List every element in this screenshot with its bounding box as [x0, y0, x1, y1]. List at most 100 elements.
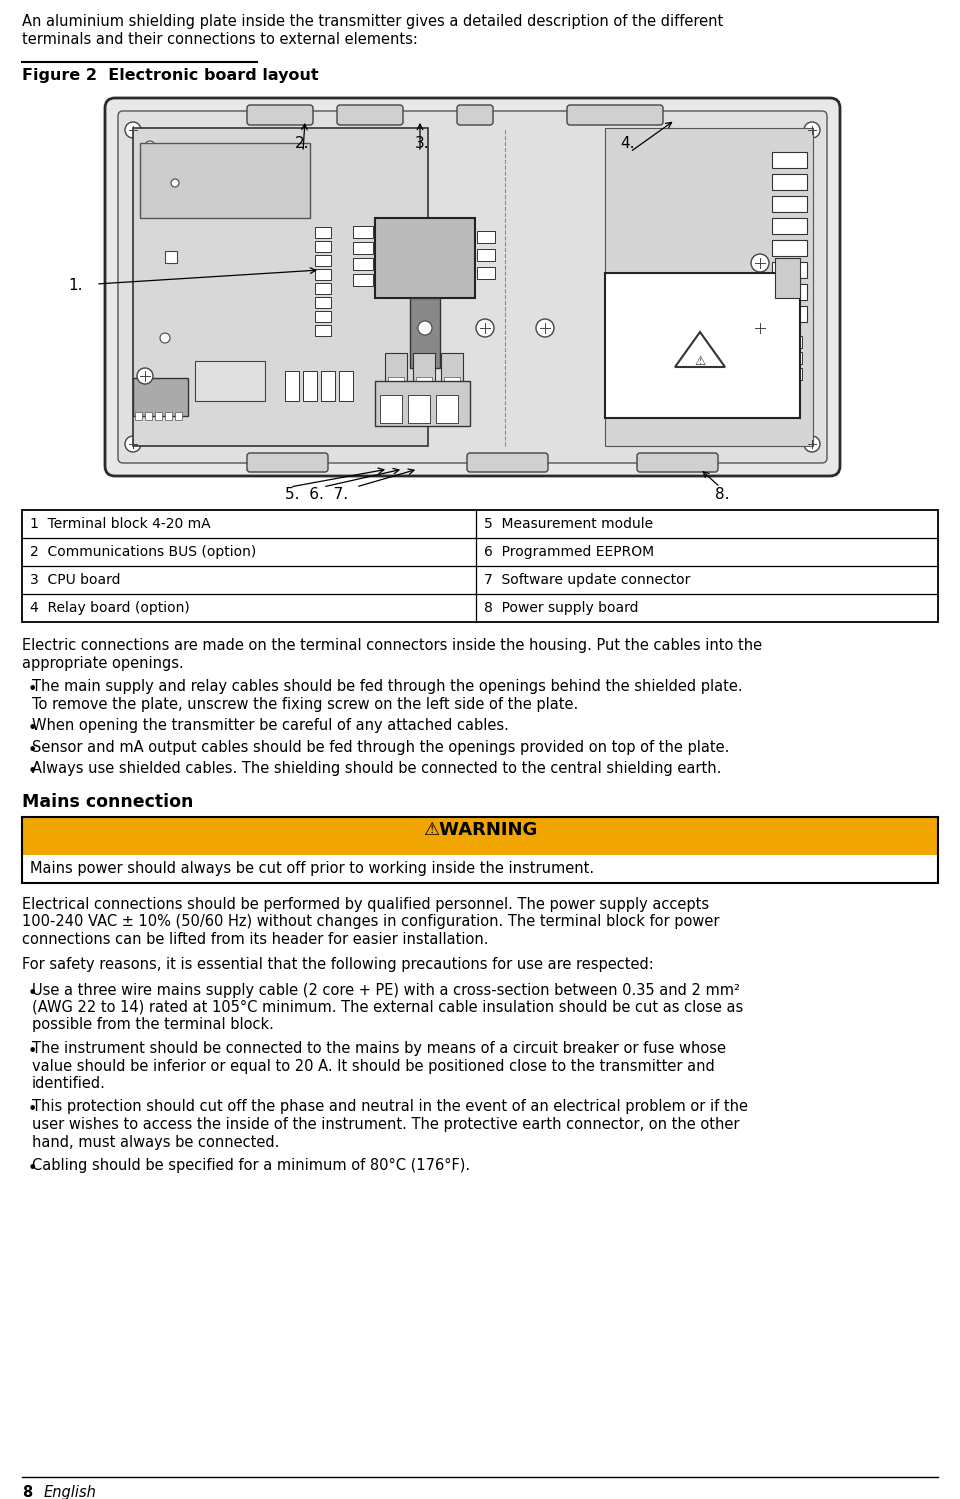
Text: identified.: identified. — [32, 1076, 106, 1091]
Bar — [22, 817, 938, 883]
Bar — [772, 174, 807, 190]
Text: Mains power should always be cut off prior to working inside the instrument.: Mains power should always be cut off pri… — [30, 860, 594, 875]
Circle shape — [125, 121, 141, 138]
Text: connections can be lifted from its header for easier installation.: connections can be lifted from its heade… — [22, 931, 489, 946]
Bar — [315, 310, 331, 322]
Text: 2.: 2. — [295, 136, 309, 151]
Text: hand, must always be connected.: hand, must always be connected. — [32, 1135, 279, 1150]
Text: To remove the plate, unscrew the fixing screw on the left side of the plate.: To remove the plate, unscrew the fixing … — [32, 697, 578, 712]
Bar — [605, 127, 813, 447]
Bar — [416, 390, 432, 399]
Text: Figure 2  Electronic board layout: Figure 2 Electronic board layout — [22, 67, 319, 82]
Text: •: • — [28, 682, 37, 697]
Text: 2  Communications BUS (option): 2 Communications BUS (option) — [30, 546, 256, 559]
Bar — [388, 378, 404, 387]
Text: •: • — [28, 985, 37, 1000]
Bar — [444, 378, 460, 387]
Text: This protection should cut off the phase and neutral in the event of an electric: This protection should cut off the phase… — [32, 1099, 748, 1114]
Text: 5.  6.  7.: 5. 6. 7. — [285, 487, 348, 502]
Text: For safety reasons, it is essential that the following precautions for use are r: For safety reasons, it is essential that… — [22, 956, 654, 971]
Polygon shape — [675, 331, 725, 367]
Text: ⚠WARNING: ⚠WARNING — [422, 820, 538, 838]
Bar — [772, 262, 807, 277]
Circle shape — [476, 319, 494, 337]
Text: ⚠: ⚠ — [694, 354, 706, 367]
Text: English: English — [44, 1486, 97, 1499]
Bar — [353, 241, 373, 253]
Bar — [772, 367, 802, 381]
Bar — [444, 390, 460, 399]
Bar — [22, 854, 938, 883]
Bar — [175, 412, 182, 420]
Bar — [436, 396, 458, 423]
Circle shape — [145, 141, 155, 151]
Text: The main supply and relay cables should be fed through the openings behind the s: The main supply and relay cables should … — [32, 679, 743, 694]
Bar — [165, 412, 172, 420]
FancyBboxPatch shape — [637, 453, 718, 472]
Circle shape — [804, 121, 820, 138]
Text: Sensor and mA output cables should be fed through the openings provided on top o: Sensor and mA output cables should be fe… — [32, 739, 730, 754]
Bar — [410, 298, 440, 367]
Text: value should be inferior or equal to 20 A. It should be positioned close to the : value should be inferior or equal to 20 … — [32, 1058, 715, 1073]
Text: •: • — [28, 1162, 37, 1177]
FancyBboxPatch shape — [247, 453, 328, 472]
Bar — [380, 396, 402, 423]
Text: 4.: 4. — [620, 136, 635, 151]
Circle shape — [160, 333, 170, 343]
Text: 6  Programmed EEPROM: 6 Programmed EEPROM — [484, 546, 654, 559]
Circle shape — [418, 321, 432, 334]
Bar — [413, 352, 435, 384]
Text: 8: 8 — [22, 1486, 33, 1499]
Bar — [353, 258, 373, 270]
Bar — [477, 267, 495, 279]
Circle shape — [171, 178, 179, 187]
Bar — [772, 217, 807, 234]
Text: •: • — [28, 721, 37, 736]
Circle shape — [536, 319, 554, 337]
Text: •: • — [28, 1043, 37, 1058]
FancyBboxPatch shape — [337, 105, 403, 124]
Text: 8  Power supply board: 8 Power supply board — [484, 601, 638, 615]
Text: •: • — [28, 764, 37, 779]
Text: 3  CPU board: 3 CPU board — [30, 573, 121, 588]
Bar — [155, 412, 162, 420]
Text: user wishes to access the inside of the instrument. The protective earth connect: user wishes to access the inside of the … — [32, 1117, 739, 1132]
Bar — [321, 370, 335, 402]
FancyBboxPatch shape — [467, 453, 548, 472]
Bar — [772, 352, 802, 364]
Circle shape — [125, 436, 141, 453]
Circle shape — [804, 436, 820, 453]
Bar — [133, 378, 188, 417]
Text: Electric connections are made on the terminal connectors inside the housing. Put: Electric connections are made on the ter… — [22, 639, 762, 654]
Bar — [775, 258, 800, 298]
Bar — [353, 274, 373, 286]
Bar — [605, 273, 800, 418]
Text: Electrical connections should be performed by qualified personnel. The power sup: Electrical connections should be perform… — [22, 896, 709, 911]
FancyBboxPatch shape — [567, 105, 663, 124]
Circle shape — [751, 253, 769, 271]
Bar — [315, 283, 331, 294]
Text: •: • — [28, 742, 37, 757]
Bar — [165, 250, 177, 262]
Text: possible from the terminal block.: possible from the terminal block. — [32, 1018, 274, 1033]
Bar — [315, 325, 331, 336]
Bar — [772, 151, 807, 168]
Bar — [772, 240, 807, 256]
Bar — [22, 510, 938, 622]
Text: Always use shielded cables. The shielding should be connected to the central shi: Always use shielded cables. The shieldin… — [32, 761, 721, 776]
Bar — [385, 352, 407, 384]
Bar — [375, 381, 470, 426]
FancyBboxPatch shape — [457, 105, 493, 124]
Text: Mains connection: Mains connection — [22, 793, 193, 811]
Bar — [140, 142, 310, 217]
Bar — [135, 412, 142, 420]
Bar — [388, 390, 404, 399]
Text: 5  Measurement module: 5 Measurement module — [484, 517, 653, 531]
Bar — [375, 217, 475, 298]
Bar — [303, 370, 317, 402]
Text: 4  Relay board (option): 4 Relay board (option) — [30, 601, 190, 615]
Text: 3.: 3. — [415, 136, 430, 151]
Bar — [339, 370, 353, 402]
Text: Use a three wire mains supply cable (2 core + PE) with a cross-section between 0: Use a three wire mains supply cable (2 c… — [32, 982, 740, 997]
Bar — [315, 268, 331, 280]
